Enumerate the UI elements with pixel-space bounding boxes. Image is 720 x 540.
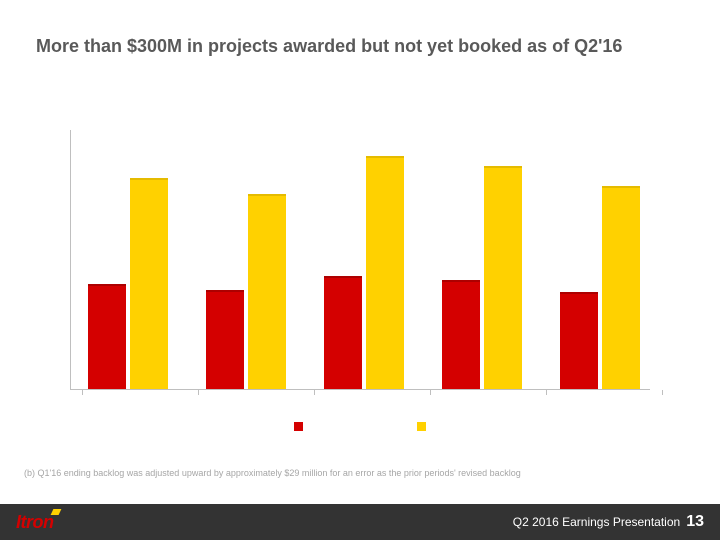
legend-swatch-red <box>294 422 303 431</box>
bar-12month <box>442 280 480 390</box>
footer-bar: Itron Q2 2016 Earnings Presentation 13 <box>0 504 720 540</box>
legend <box>0 418 720 436</box>
bar-12month <box>88 284 126 390</box>
bar-total <box>484 166 522 390</box>
legend-item-red <box>294 418 303 436</box>
slide-title: More than $300M in projects awarded but … <box>36 36 684 57</box>
footer-page-number: 13 <box>686 513 704 531</box>
bar-total <box>366 156 404 390</box>
bar-12month <box>206 290 244 390</box>
x-tick <box>198 390 199 395</box>
x-axis <box>70 389 650 390</box>
bar-total <box>130 178 168 390</box>
bar-total <box>248 194 286 390</box>
legend-swatch-yellow <box>417 422 426 431</box>
footer-label: Q2 2016 Earnings Presentation <box>513 515 680 529</box>
bar-12month <box>324 276 362 390</box>
x-tick <box>82 390 83 395</box>
bar-chart <box>70 130 650 390</box>
logo-text: Itron <box>16 512 54 532</box>
legend-item-yellow <box>417 418 426 436</box>
x-tick <box>314 390 315 395</box>
x-tick <box>430 390 431 395</box>
logo-accent-icon <box>50 509 61 515</box>
chart-plot <box>70 130 650 390</box>
logo: Itron <box>16 512 54 533</box>
footer-text: Q2 2016 Earnings Presentation 13 <box>513 513 704 531</box>
x-tick <box>662 390 663 395</box>
x-tick <box>546 390 547 395</box>
bar-total <box>602 186 640 390</box>
bar-12month <box>560 292 598 390</box>
footnote: (b) Q1'16 ending backlog was adjusted up… <box>24 468 696 478</box>
slide: More than $300M in projects awarded but … <box>0 0 720 540</box>
